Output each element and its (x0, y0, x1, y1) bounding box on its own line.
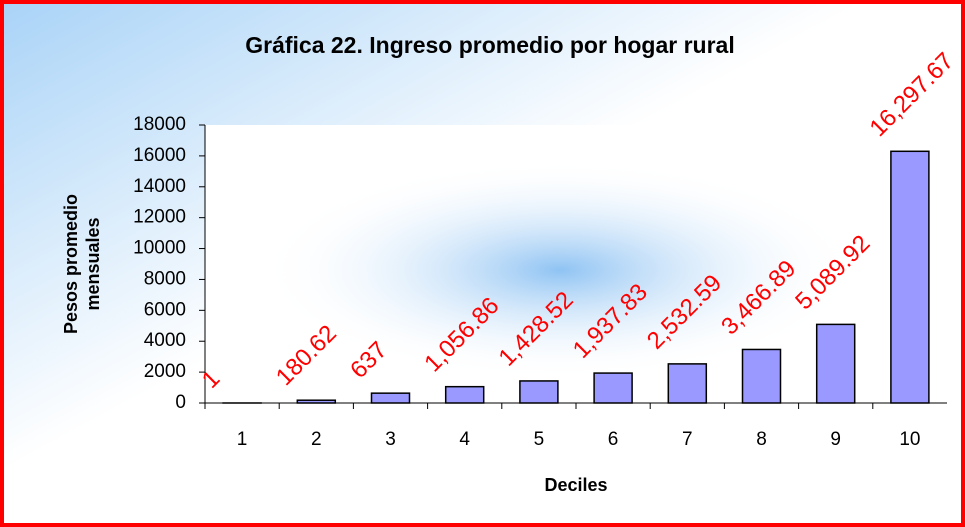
plot-glow (260, 160, 860, 380)
y-axis-label: mensuales (83, 217, 103, 310)
bar (519, 380, 559, 404)
y-tick-label: 0 (175, 392, 186, 413)
x-tick-label: 4 (459, 429, 470, 450)
x-tick-label: 3 (385, 429, 396, 450)
y-tick-label: 4000 (144, 330, 186, 351)
bar (815, 323, 856, 404)
bar (444, 385, 485, 404)
x-tick-label: 9 (830, 429, 841, 450)
x-tick-label: 10 (899, 429, 920, 450)
x-tick-label: 2 (311, 429, 322, 450)
chart-title: Gráfica 22. Ingreso promedio por hogar r… (245, 32, 735, 58)
y-tick-label: 18000 (133, 114, 186, 135)
y-tick-label: 2000 (144, 361, 186, 382)
y-tick-label: 12000 (133, 207, 186, 228)
x-tick-label: 1 (237, 429, 248, 450)
bar (667, 363, 708, 404)
x-tick-label: 5 (534, 429, 545, 450)
y-tick-label: 16000 (133, 145, 186, 166)
x-axis-label: Deciles (544, 475, 607, 495)
y-tick-label: 8000 (144, 268, 186, 289)
x-tick-label: 7 (682, 429, 693, 450)
y-tick-label: 6000 (144, 299, 186, 320)
bar (741, 348, 782, 404)
y-tick-label: 14000 (133, 176, 186, 197)
bar (593, 372, 633, 404)
bar (890, 150, 930, 404)
x-tick-label: 8 (756, 429, 767, 450)
y-axis-label: Pesos promedio (61, 194, 81, 334)
bar (370, 392, 411, 404)
x-tick-label: 6 (608, 429, 619, 450)
bar (296, 399, 337, 404)
y-tick-label: 10000 (133, 238, 186, 259)
